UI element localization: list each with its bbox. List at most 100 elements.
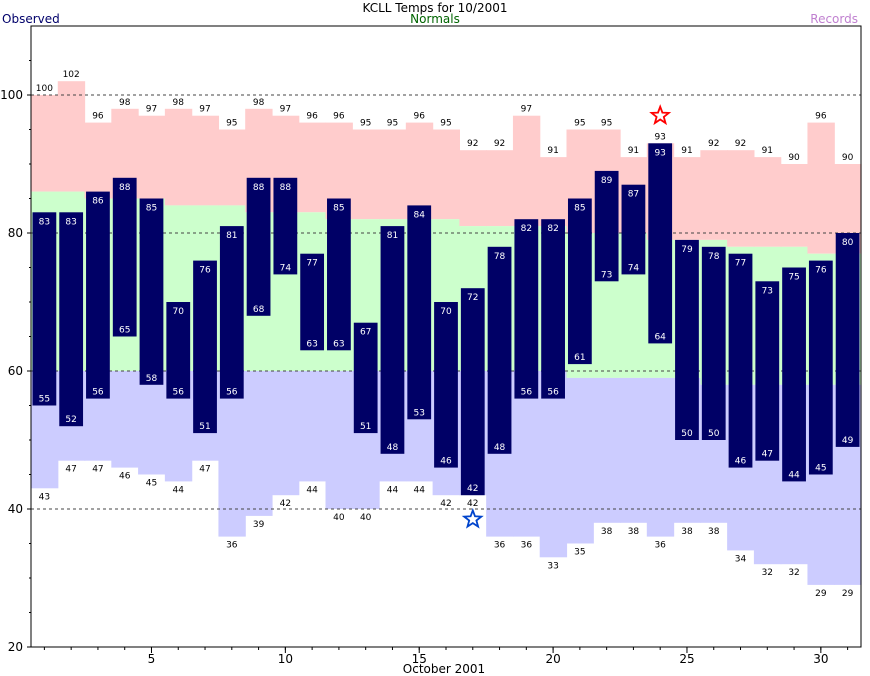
observed-low-label: 58 (146, 374, 158, 384)
observed-bar (594, 170, 619, 282)
x-tick-label: 15 (412, 652, 427, 666)
observed-bar (782, 267, 806, 482)
observed-bar (86, 191, 110, 399)
record-low-label: 47 (65, 465, 76, 475)
record-high-label: 95 (360, 119, 371, 129)
record-high-band (218, 129, 246, 206)
observed-high-label: 73 (762, 286, 773, 296)
record-low-label: 29 (815, 589, 827, 599)
record-high-star-icon (649, 104, 672, 126)
record-high-label: 91 (628, 146, 639, 156)
record-high-band (84, 122, 112, 199)
record-low-label: 38 (628, 527, 640, 537)
record-low-label: 40 (333, 513, 345, 523)
observed-low-label: 50 (708, 429, 720, 439)
record-high-label: 97 (521, 105, 532, 115)
record-high-label: 92 (735, 139, 746, 149)
record-low-label: 42 (280, 499, 291, 509)
record-high-label: 95 (226, 119, 237, 129)
record-high-label: 95 (601, 119, 612, 129)
observed-low-label: 49 (842, 436, 854, 446)
observed-low-label: 63 (333, 339, 344, 349)
chart-title: KCLL Temps for 10/2001 (362, 1, 508, 15)
observed-high-label: 78 (494, 252, 506, 262)
legend-records: Records (810, 12, 858, 26)
x-tick-label: 30 (813, 652, 828, 666)
observed-bar (701, 246, 726, 440)
record-low-label: 36 (494, 541, 506, 551)
y-tick-label: 60 (8, 364, 23, 378)
observed-low-label: 52 (65, 415, 76, 425)
observed-high-label: 88 (119, 183, 131, 193)
record-low-band (271, 371, 300, 496)
observed-bar (273, 177, 298, 275)
observed-bar (621, 184, 646, 275)
observed-low-label: 51 (360, 422, 371, 432)
observed-bar (219, 226, 244, 399)
observed-bar (835, 233, 860, 447)
x-tick-label: 20 (545, 652, 560, 666)
record-high-band (512, 115, 541, 227)
record-low-label: 29 (842, 589, 854, 599)
record-low-label: 42 (440, 499, 451, 509)
observed-bar (59, 212, 84, 427)
observed-high-label: 87 (628, 190, 639, 200)
record-low-band (539, 371, 568, 558)
observed-bar (139, 198, 164, 385)
record-low-label: 46 (119, 472, 131, 482)
observed-low-label: 48 (387, 443, 399, 453)
observed-high-label: 76 (199, 266, 211, 276)
x-tick-label: 5 (148, 652, 156, 666)
record-high-band (673, 157, 701, 240)
y-tick-label: 100 (0, 88, 23, 102)
observed-low-label: 55 (39, 395, 50, 405)
observed-bar (675, 239, 699, 440)
x-axis-label: October 2001 (403, 662, 485, 676)
record-high-label: 102 (63, 70, 80, 80)
record-high-label: 96 (333, 112, 345, 122)
observed-low-label: 65 (119, 326, 130, 336)
observed-high-label: 84 (413, 210, 425, 220)
record-high-label: 97 (199, 105, 210, 115)
record-low-label: 38 (601, 527, 613, 537)
observed-high-label: 78 (708, 252, 720, 262)
observed-high-label: 79 (681, 245, 693, 255)
record-low-label: 47 (199, 465, 210, 475)
record-high-label: 98 (119, 98, 131, 108)
record-high-band (57, 81, 86, 192)
record-low-band (620, 377, 648, 523)
record-high-label: 95 (387, 119, 398, 129)
observed-high-label: 82 (521, 224, 532, 234)
observed-high-label: 83 (65, 217, 76, 227)
record-high-band (164, 108, 193, 206)
observed-low-label: 74 (628, 263, 640, 273)
observed-high-label: 93 (654, 148, 665, 158)
record-low-label: 38 (681, 527, 693, 537)
observed-high-label: 85 (333, 204, 344, 214)
record-high-label: 98 (173, 98, 185, 108)
record-low-label: 44 (413, 485, 425, 495)
record-low-band (298, 371, 327, 482)
record-high-label: 92 (494, 139, 505, 149)
observed-high-label: 77 (735, 259, 746, 269)
observed-bar (327, 198, 351, 351)
observed-high-label: 81 (387, 231, 398, 241)
record-high-label: 95 (440, 119, 451, 129)
observed-low-label: 61 (574, 353, 585, 363)
record-low-band (111, 371, 139, 468)
observed-low-label: 44 (788, 470, 800, 480)
observed-low-label: 42 (467, 484, 478, 494)
observed-bar (567, 198, 592, 365)
observed-bar (166, 302, 191, 399)
observed-high-label: 85 (146, 204, 157, 214)
record-low-label: 35 (574, 548, 585, 558)
record-high-band (780, 164, 809, 247)
record-high-label: 98 (253, 98, 265, 108)
observed-high-label: 67 (360, 328, 371, 338)
record-high-band (807, 122, 835, 254)
record-high-label: 97 (280, 105, 291, 115)
y-tick-label: 40 (8, 502, 23, 516)
observed-high-label: 72 (467, 293, 478, 303)
record-low-label: 47 (92, 465, 103, 475)
